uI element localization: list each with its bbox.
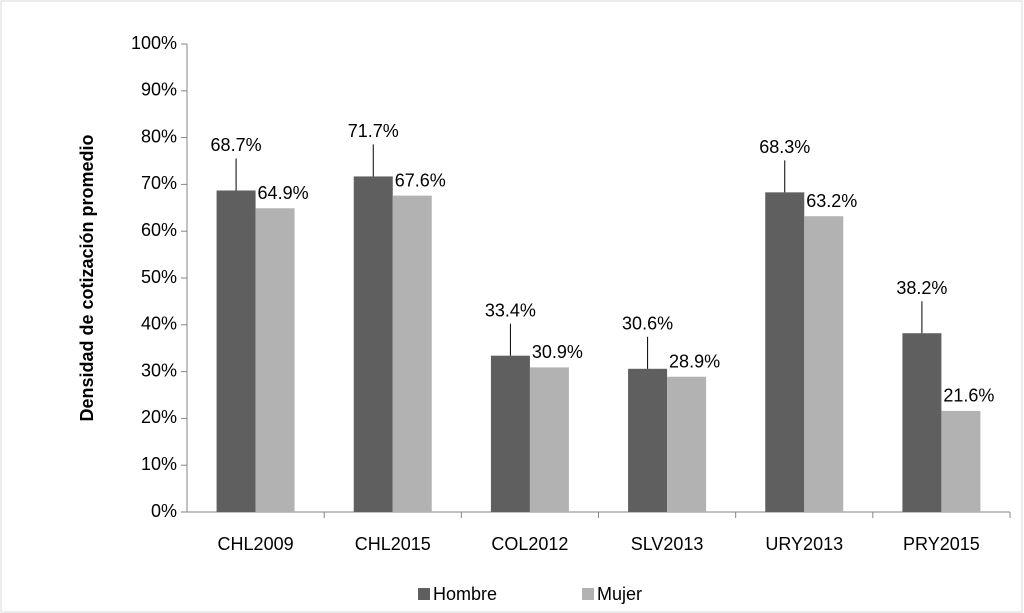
y-tick-label: 80% xyxy=(141,126,177,146)
bar xyxy=(529,367,569,512)
y-tick-label: 100% xyxy=(131,33,177,53)
data-label: 33.4% xyxy=(485,300,536,320)
data-label: 64.9% xyxy=(258,183,309,203)
data-label: 68.3% xyxy=(759,137,810,157)
data-label: 38.2% xyxy=(896,278,947,298)
y-tick-label: 90% xyxy=(141,80,177,100)
bar xyxy=(667,376,707,512)
y-tick-label: 50% xyxy=(141,267,177,287)
legend-label: Hombre xyxy=(433,584,497,604)
y-tick-label: 40% xyxy=(141,314,177,334)
y-tick-label: 20% xyxy=(141,407,177,427)
x-tick-label: COL2012 xyxy=(491,534,568,554)
legend-label: Mujer xyxy=(597,584,642,604)
bar xyxy=(902,333,942,512)
data-label: 28.9% xyxy=(669,351,720,371)
data-label: 71.7% xyxy=(348,121,399,141)
data-label: 63.2% xyxy=(806,191,857,211)
y-tick-label: 70% xyxy=(141,173,177,193)
y-axis-title: Densidad de cotización promedio xyxy=(77,134,97,421)
x-tick-label: CHL2009 xyxy=(218,534,294,554)
x-tick-label: URY2013 xyxy=(765,534,843,554)
x-tick-label: SLV2013 xyxy=(631,534,704,554)
y-tick-label: 0% xyxy=(151,501,177,521)
bar xyxy=(392,195,432,512)
legend-swatch xyxy=(418,588,430,600)
x-tick-label: PRY2015 xyxy=(903,534,980,554)
y-tick-label: 10% xyxy=(141,454,177,474)
legend-swatch xyxy=(582,588,594,600)
x-tick-label: CHL2015 xyxy=(355,534,431,554)
bar xyxy=(941,410,981,512)
data-label: 67.6% xyxy=(395,170,446,190)
bar xyxy=(628,368,668,512)
y-tick-label: 30% xyxy=(141,360,177,380)
bar xyxy=(765,192,805,512)
bar xyxy=(216,190,256,512)
data-label: 30.6% xyxy=(622,314,673,334)
bar xyxy=(353,176,393,512)
data-label: 21.6% xyxy=(943,386,994,406)
bar xyxy=(804,216,844,512)
data-label: 30.9% xyxy=(532,342,583,362)
y-tick-label: 60% xyxy=(141,220,177,240)
bar xyxy=(255,208,295,512)
data-label: 68.7% xyxy=(211,135,262,155)
bar xyxy=(490,355,530,512)
